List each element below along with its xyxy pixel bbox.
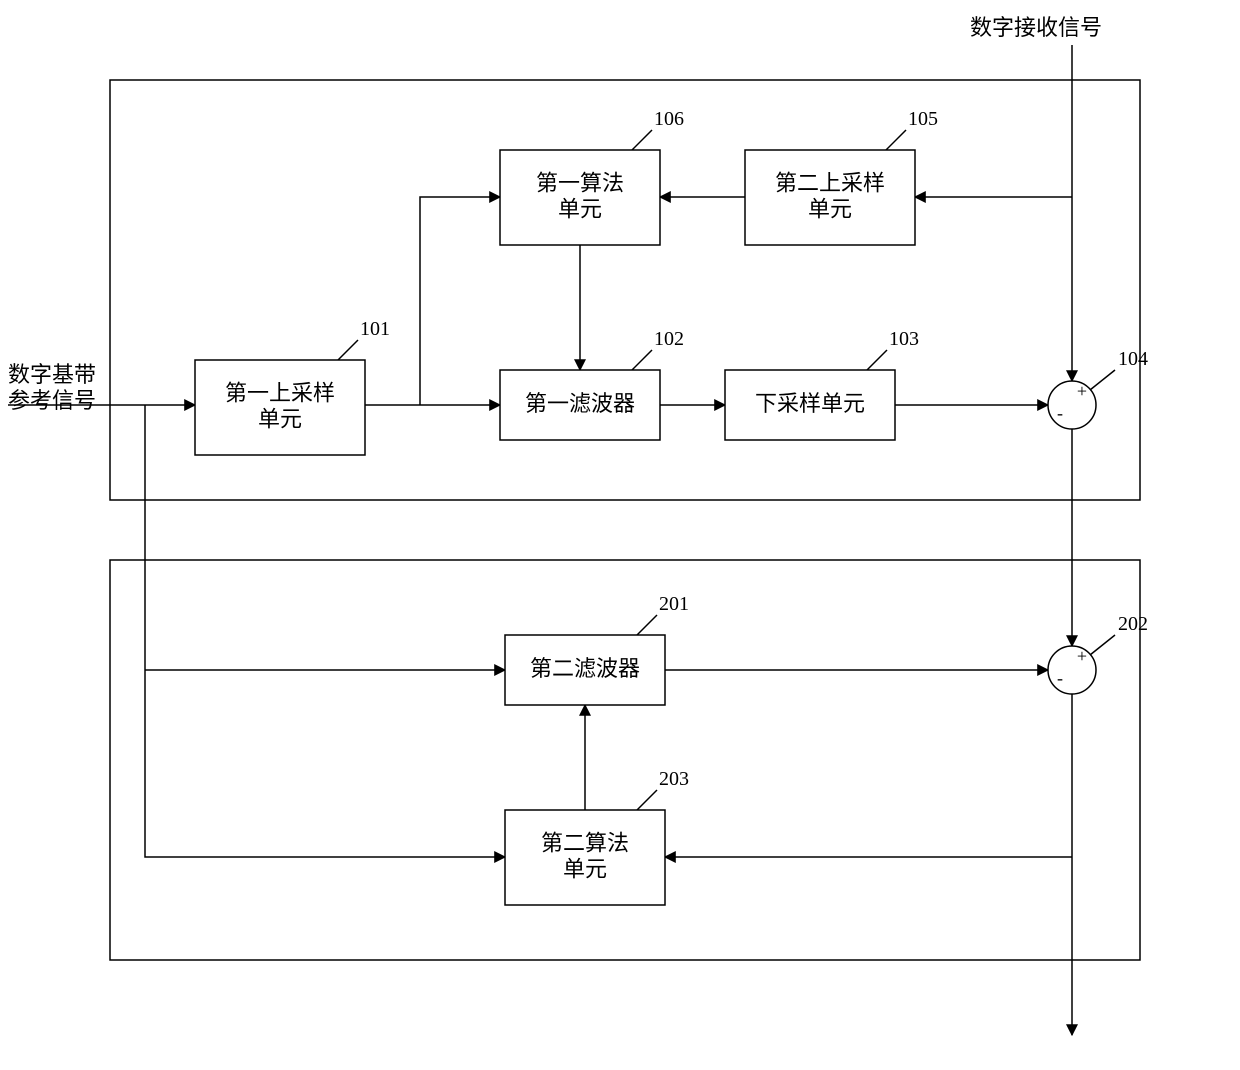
n105-label-0: 第二上采样 <box>775 171 885 196</box>
n101-label-0: 第一上采样 <box>225 381 335 406</box>
leader-n203 <box>637 790 657 810</box>
n103: 下采样单元 <box>725 370 895 440</box>
leader-n102 <box>632 350 652 370</box>
leader-n103 <box>867 350 887 370</box>
in-rx: 数字接收信号 <box>970 15 1102 40</box>
label-n105: 105 <box>908 108 938 130</box>
in-ref-line1: 数字基带 <box>8 362 96 387</box>
n102: 第一滤波器 <box>500 370 660 440</box>
n201-label: 第二滤波器 <box>530 656 640 681</box>
s104-plus: + <box>1077 381 1087 401</box>
n101: 第一上采样单元 <box>195 360 365 455</box>
in-ref-line2: 参考信号 <box>8 388 96 413</box>
n201: 第二滤波器 <box>505 635 665 705</box>
n106-label-0: 第一算法 <box>536 171 624 196</box>
s104: +- <box>1048 381 1096 429</box>
label-n101: 101 <box>360 318 390 340</box>
leader-n106 <box>632 130 652 150</box>
s104-minus: - <box>1057 403 1063 423</box>
label-s202: 202 <box>1118 613 1148 635</box>
label-n102: 102 <box>654 328 684 350</box>
n203: 第二算法单元 <box>505 810 665 905</box>
label-n103: 103 <box>889 328 919 350</box>
s202-minus: - <box>1057 668 1063 688</box>
n106: 第一算法单元 <box>500 150 660 245</box>
s202: +- <box>1048 646 1096 694</box>
leader-n101 <box>338 340 358 360</box>
block-diagram: 第一上采样单元第一算法单元第二上采样单元第一滤波器下采样单元第二滤波器第二算法单… <box>0 0 1240 1070</box>
s202-plus: + <box>1077 646 1087 666</box>
n106-label-1: 单元 <box>558 197 602 222</box>
n203-label-0: 第二算法 <box>541 831 629 856</box>
n105: 第二上采样单元 <box>745 150 915 245</box>
leader-s202 <box>1090 635 1115 655</box>
label-n106: 106 <box>654 108 684 130</box>
label-n203: 203 <box>659 768 689 790</box>
label-s104: 104 <box>1118 348 1148 370</box>
n105-label-1: 单元 <box>808 197 852 222</box>
n102-label: 第一滤波器 <box>525 391 635 416</box>
e-101-106 <box>420 197 500 405</box>
e-ref-203 <box>145 670 505 857</box>
leader-n105 <box>886 130 906 150</box>
leader-s104 <box>1090 370 1115 390</box>
label-n201: 201 <box>659 593 689 615</box>
n103-label: 下采样单元 <box>755 391 865 416</box>
n101-label-1: 单元 <box>258 407 302 432</box>
leader-n201 <box>637 615 657 635</box>
n203-label-1: 单元 <box>563 857 607 882</box>
